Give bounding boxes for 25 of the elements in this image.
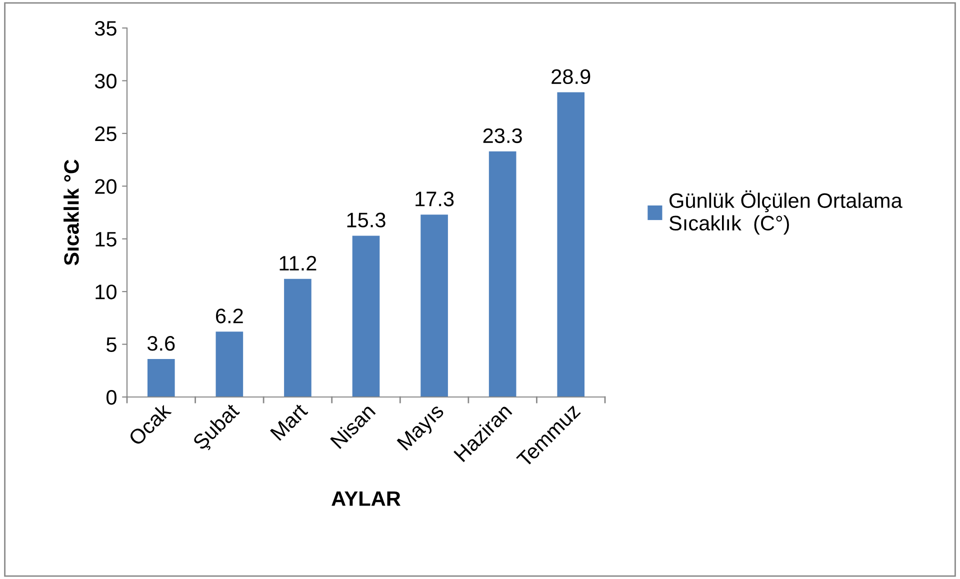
data-label: 28.9 [552, 69, 590, 84]
bar [352, 236, 380, 397]
bar [147, 359, 175, 397]
bar [420, 214, 448, 397]
y-tick-label: 10 [96, 284, 116, 300]
y-tick-label: 15 [96, 232, 116, 247]
data-label: 6.2 [216, 308, 243, 324]
y-tick-label: 30 [94, 74, 116, 88]
y-tick-label: 0 [106, 390, 116, 405]
data-label: 17.3 [416, 192, 454, 206]
y-tick-label: 5 [106, 338, 116, 352]
data-label: 11.2 [280, 256, 316, 270]
y-tick-label: 20 [95, 179, 116, 194]
bar [284, 278, 312, 397]
y-tick-label: 35 [94, 21, 116, 36]
data-label: 23.3 [483, 128, 522, 144]
bar [216, 332, 244, 397]
bar [557, 92, 585, 397]
y-axis-title: Sıcaklık °C [64, 160, 79, 266]
y-tick-label: 25 [95, 126, 116, 142]
x-axis-title: AYLAR [332, 491, 400, 506]
data-label: 3.6 [147, 336, 175, 351]
bar [488, 151, 516, 397]
legend-label: Günlük Ölçülen Ortalama Sıcaklık (C°) [669, 190, 902, 235]
data-label: 15.3 [347, 212, 386, 228]
